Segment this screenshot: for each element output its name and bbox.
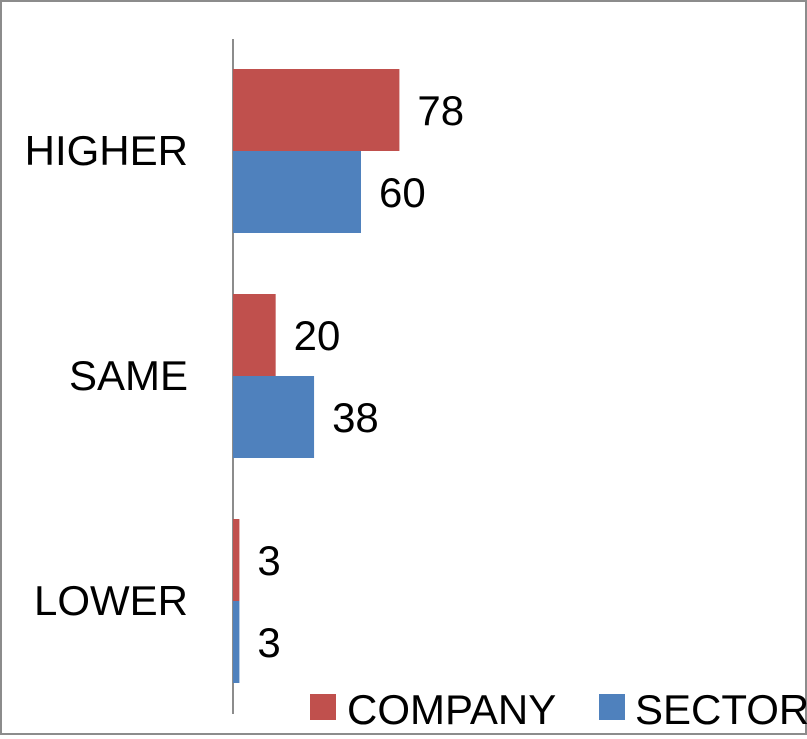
bar-company-higher: [233, 69, 400, 151]
bar-company-lower: [233, 519, 240, 601]
data-label-company-lower: 3: [257, 537, 280, 584]
bars-layer: [233, 69, 400, 683]
legend-label-sector: SECTOR: [635, 686, 807, 733]
legend: COMPANY SECTOR: [310, 686, 807, 733]
legend-swatch-company: [310, 694, 336, 720]
data-label-sector-lower: 3: [257, 619, 280, 666]
data-label-sector-higher: 60: [379, 169, 426, 216]
category-label-higher: HIGHER: [25, 127, 188, 174]
legend-label-company: COMPANY: [347, 686, 556, 733]
bar-company-same: [233, 294, 276, 376]
category-label-same: SAME: [69, 352, 188, 399]
bar-sector-higher: [233, 151, 361, 233]
data-label-company-same: 20: [294, 312, 341, 359]
data-label-sector-same: 38: [332, 394, 379, 441]
labels-layer: HIGHER 78 60 SAME 20 38 LOWER 3 3: [25, 87, 464, 666]
legend-swatch-sector: [599, 694, 625, 720]
bar-sector-lower: [233, 601, 240, 683]
bar-sector-same: [233, 376, 315, 458]
category-label-lower: LOWER: [34, 577, 188, 624]
data-label-company-higher: 78: [417, 87, 464, 134]
